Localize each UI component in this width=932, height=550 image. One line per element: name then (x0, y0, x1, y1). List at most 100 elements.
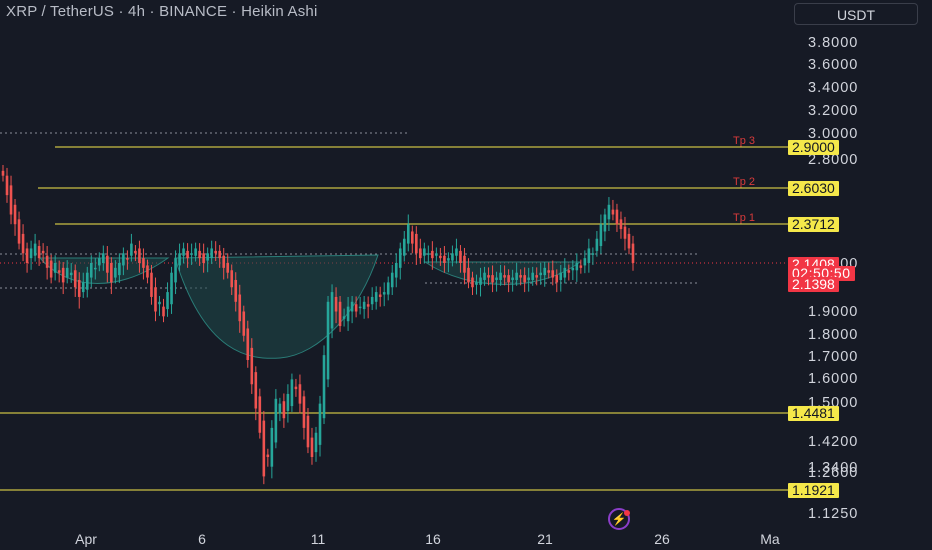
candle-body (85, 272, 89, 290)
candle-body (603, 214, 607, 232)
candle-body (126, 258, 129, 260)
candle-body (463, 255, 466, 273)
candle-body (495, 277, 498, 280)
candle-body (130, 243, 133, 256)
candle-body (531, 272, 534, 280)
candle-body (423, 248, 426, 256)
y-tick-label: 1.8000 (808, 327, 859, 343)
candle-body (579, 265, 583, 268)
candle-body (551, 270, 555, 278)
candle-body (61, 267, 65, 283)
candle-body (110, 263, 113, 283)
candle-body (338, 301, 342, 327)
y-tick-label: 2.8000 (808, 152, 859, 168)
candle-body (314, 432, 318, 453)
tp1-label: Tp 1 (733, 212, 756, 224)
support2-price-tag: 1.1921 (788, 483, 839, 498)
candle-body (274, 398, 278, 443)
candle-body (186, 250, 189, 259)
candle-body (503, 275, 506, 278)
candle-body (475, 282, 478, 285)
candle-body (89, 263, 93, 278)
candle-body (114, 267, 117, 278)
y-tick-label: 3.8000 (808, 35, 859, 51)
candle-body (1, 170, 5, 176)
candle-body (439, 255, 442, 259)
candle-body (571, 267, 575, 271)
candle-body (431, 250, 434, 259)
candle-body (547, 270, 551, 273)
candle-body (190, 253, 193, 255)
candle-body (238, 294, 242, 322)
candle-body (415, 233, 418, 254)
x-tick-label: Ma (760, 531, 780, 547)
y-tick-label: 3.4000 (808, 80, 859, 96)
candle-body (158, 301, 161, 305)
y-tick-label: 1.6000 (808, 371, 859, 387)
candle-body (354, 304, 358, 312)
x-tick-label: 6 (198, 531, 206, 547)
candle-body (623, 226, 627, 239)
tp1-price-tag: 2.3712 (788, 217, 839, 232)
candle-body (334, 296, 338, 312)
candle-body (286, 393, 290, 411)
candle-body (242, 311, 246, 336)
candle-body (254, 372, 258, 409)
candle-body (559, 272, 563, 280)
candle-body (619, 219, 623, 230)
candle-body (77, 279, 81, 297)
candle-body (206, 253, 209, 261)
candle-body (535, 275, 538, 278)
candle-body (142, 258, 145, 268)
candle-body (5, 175, 9, 196)
candle-body (543, 267, 547, 276)
candle-body (615, 209, 619, 225)
candle-body (471, 277, 474, 288)
candle-body (326, 301, 330, 380)
candle-body (382, 292, 386, 295)
candle-body (627, 233, 631, 249)
lower-band-price-tag: 2.1398 (788, 277, 839, 292)
candles (1, 165, 635, 485)
candle-body (410, 231, 414, 244)
candle-body (330, 292, 334, 329)
candle-body (346, 306, 350, 322)
candle-body (294, 386, 298, 390)
y-tick-label: 3.6000 (808, 57, 859, 73)
candle-body (507, 275, 510, 283)
candle-body (583, 258, 587, 266)
candle-body (178, 253, 181, 266)
candle-body (447, 258, 450, 261)
y-tick-label: 1.2600 (808, 465, 859, 481)
candle-body (607, 204, 611, 220)
candle-body (98, 258, 101, 266)
candle-body (322, 355, 326, 419)
tp3-label: Tp 3 (733, 135, 756, 147)
lightning-icon[interactable]: ⚡ (608, 508, 630, 530)
candle-body (9, 185, 13, 215)
candle-body (122, 253, 125, 266)
currency-button[interactable]: USDT (794, 3, 918, 25)
tp3-price-tag: 2.9000 (788, 140, 839, 155)
candle-body (515, 272, 518, 280)
candle-body (563, 267, 567, 278)
candle-body (226, 263, 230, 273)
x-tick-label: 21 (537, 531, 553, 547)
candle-body (443, 255, 446, 263)
candle-body (162, 306, 165, 317)
candle-body (282, 401, 286, 419)
candle-body (435, 253, 438, 256)
y-tick-label: 1.4200 (808, 434, 859, 450)
candle-body (214, 250, 217, 254)
candle-body (523, 275, 526, 283)
y-tick-label: 1.9000 (808, 304, 859, 320)
candle-body (398, 248, 402, 268)
candle-body (202, 253, 205, 263)
candle-body (402, 238, 406, 256)
candle-body (459, 250, 462, 263)
candle-body (350, 301, 354, 312)
candle-body (258, 396, 262, 433)
candle-body (102, 253, 105, 263)
candle-body (599, 224, 603, 247)
